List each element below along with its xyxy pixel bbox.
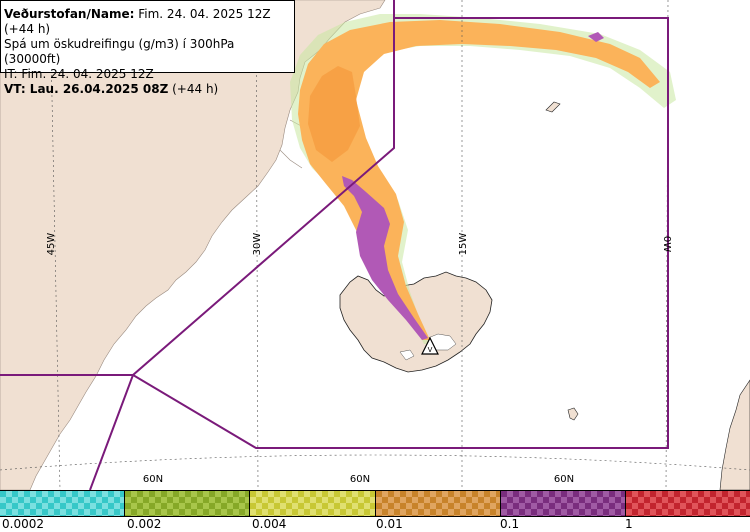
legend-label: 0.004 bbox=[252, 517, 287, 531]
info-line-2: Spá um öskudreifingu (g/m3) í 300hPa (30… bbox=[4, 37, 235, 66]
forecast-info-box: Veðurstofan/Name: Fim. 24. 04. 2025 12Z … bbox=[0, 0, 295, 96]
lon-label-30w: 30W bbox=[252, 233, 263, 256]
legend-swatch-cyan bbox=[0, 491, 126, 516]
lon-label-15w: 15W bbox=[458, 233, 469, 256]
info-line-3: IT: Fim. 24. 04. 2025 12Z bbox=[4, 67, 154, 81]
faroe-islands bbox=[567, 407, 579, 421]
lat-label-60n: 60N bbox=[143, 474, 163, 485]
legend-swatch-olive-green bbox=[125, 491, 251, 516]
info-line-4: VT: Lau. 26.04.2025 08Z (+44 h) bbox=[4, 82, 290, 97]
legend-swatch-red bbox=[625, 491, 750, 516]
legend-label: 0.1 bbox=[500, 517, 520, 531]
fir-boundary bbox=[0, 0, 669, 490]
ash-plume-orange-inner bbox=[308, 66, 360, 162]
lat-label-60n: 60N bbox=[554, 474, 574, 485]
ash-concentration-legend bbox=[0, 490, 750, 517]
svg-text:V: V bbox=[428, 346, 433, 354]
legend-swatch-purple bbox=[500, 491, 626, 516]
ash-dispersion-map: 45W 30W 15W 0W 60N 60N 60N V bbox=[0, 0, 750, 490]
info-valid-lead: (+44 h) bbox=[168, 82, 219, 96]
ash-plume-purple-spot bbox=[588, 32, 604, 42]
lat-label-60n: 60N bbox=[350, 474, 370, 485]
info-valid-time: VT: Lau. 26.04.2025 08Z bbox=[4, 82, 169, 96]
legend-label: 0.01 bbox=[376, 517, 403, 531]
jan-mayen-island bbox=[545, 101, 561, 113]
legend-label: 0.002 bbox=[127, 517, 162, 531]
norway-land bbox=[719, 379, 750, 490]
info-run-time: Fim. 24. 04. 2025 12Z (+44 h) bbox=[4, 7, 271, 36]
info-line-1: Veðurstofan/Name: Fim. 24. 04. 2025 12Z … bbox=[4, 7, 290, 37]
lon-label-0w: 0W bbox=[661, 236, 672, 252]
iceland-glacier bbox=[399, 349, 415, 361]
legend-label: 1 bbox=[625, 517, 633, 531]
lon-label-45w: 45W bbox=[46, 233, 57, 256]
volcano-marker: V bbox=[421, 336, 439, 355]
legend-labels: 0.0002 0.002 0.004 0.01 0.1 1 bbox=[0, 517, 750, 532]
info-agency-label: Veðurstofan/Name: bbox=[4, 7, 135, 21]
legend-label: 0.0002 bbox=[2, 517, 44, 531]
legend-swatch-yellow bbox=[250, 491, 376, 516]
ash-plume-purple bbox=[342, 176, 428, 340]
legend-swatch-orange bbox=[375, 491, 501, 516]
ash-plume-orange bbox=[298, 20, 660, 340]
